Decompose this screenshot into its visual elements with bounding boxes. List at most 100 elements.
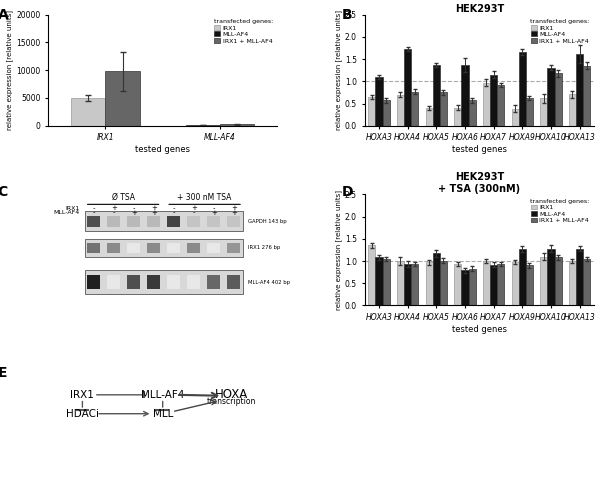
X-axis label: tested genes: tested genes: [452, 145, 507, 154]
Bar: [107, 216, 121, 226]
Text: GAPDH 143 bp: GAPDH 143 bp: [248, 219, 286, 224]
Bar: [376, 77, 383, 126]
Bar: [433, 65, 440, 126]
Bar: [207, 243, 220, 253]
X-axis label: tested genes: tested genes: [135, 145, 190, 154]
Bar: [376, 258, 383, 305]
Bar: [147, 216, 160, 226]
Legend: IRX1, MLL-AF4, IRX1 + MLL-AF4: IRX1, MLL-AF4, IRX1 + MLL-AF4: [529, 18, 591, 45]
Bar: [461, 65, 469, 126]
Text: IRX1 276 bp: IRX1 276 bp: [248, 245, 280, 250]
Title: HEK293T: HEK293T: [455, 4, 504, 14]
Text: MLL-AF4: MLL-AF4: [141, 390, 184, 400]
Text: +: +: [231, 210, 237, 216]
Bar: [383, 101, 389, 126]
Text: +: +: [151, 210, 157, 216]
Text: MLL-AF4: MLL-AF4: [54, 210, 80, 215]
Text: HDACi: HDACi: [66, 409, 99, 419]
Bar: [397, 261, 404, 305]
Text: -: -: [173, 210, 175, 216]
Bar: [383, 259, 389, 305]
Bar: [368, 97, 376, 126]
Bar: [127, 216, 140, 226]
Bar: [469, 101, 476, 126]
Text: E: E: [0, 366, 7, 381]
Bar: [433, 253, 440, 305]
Text: -: -: [193, 210, 195, 216]
Bar: [490, 264, 497, 305]
Bar: [88, 216, 100, 226]
Bar: [368, 245, 376, 305]
Bar: [540, 98, 547, 126]
Bar: [519, 52, 526, 126]
Text: -: -: [133, 205, 135, 211]
Text: +: +: [191, 205, 197, 211]
Bar: [107, 243, 121, 253]
Bar: [88, 243, 100, 253]
Bar: [227, 216, 241, 226]
Text: MLL-AF4 402 bp: MLL-AF4 402 bp: [248, 280, 290, 285]
Text: D: D: [341, 185, 353, 200]
Bar: [547, 67, 554, 126]
Bar: [576, 54, 583, 126]
Bar: [411, 264, 418, 305]
Text: -: -: [113, 210, 115, 216]
Bar: [583, 259, 590, 305]
Bar: [440, 261, 447, 305]
Y-axis label: relative expression [relative units]: relative expression [relative units]: [335, 10, 342, 130]
Text: -: -: [92, 210, 95, 216]
Bar: [127, 243, 140, 253]
Bar: [187, 275, 200, 289]
Bar: [425, 263, 433, 305]
Bar: [526, 265, 533, 305]
Bar: [540, 257, 547, 305]
Bar: [207, 275, 220, 289]
Bar: [576, 248, 583, 305]
Bar: [490, 75, 497, 126]
Bar: [440, 92, 447, 126]
Bar: [167, 216, 181, 226]
Bar: [167, 275, 181, 289]
Bar: [227, 275, 241, 289]
Bar: [106, 71, 140, 126]
Text: +: +: [131, 210, 137, 216]
Text: +: +: [111, 205, 117, 211]
Bar: [107, 275, 121, 289]
Bar: [497, 264, 505, 305]
Bar: [397, 95, 404, 126]
Bar: [512, 262, 519, 305]
Bar: [497, 85, 505, 126]
Bar: [187, 216, 200, 226]
Text: +: +: [231, 205, 237, 211]
Bar: [85, 211, 243, 231]
Text: -: -: [92, 205, 95, 211]
Bar: [454, 107, 461, 126]
Bar: [519, 249, 526, 305]
Text: A: A: [0, 8, 8, 22]
Bar: [187, 243, 200, 253]
Y-axis label: relative expression [relative units]: relative expression [relative units]: [335, 190, 342, 310]
Bar: [185, 125, 220, 126]
Text: B: B: [341, 8, 352, 22]
Bar: [220, 124, 254, 126]
Bar: [85, 239, 243, 257]
Text: IRX1: IRX1: [66, 206, 80, 211]
Legend: IRX1, MLL-AF4, IRX1 + MLL-AF4: IRX1, MLL-AF4, IRX1 + MLL-AF4: [212, 18, 274, 45]
Bar: [404, 264, 411, 305]
Bar: [207, 216, 220, 226]
Text: Ø TSA: Ø TSA: [112, 193, 134, 202]
Bar: [569, 261, 576, 305]
Bar: [227, 243, 241, 253]
Bar: [425, 108, 433, 126]
Legend: IRX1, MLL-AF4, IRX1 + MLL-AF4: IRX1, MLL-AF4, IRX1 + MLL-AF4: [529, 198, 591, 224]
X-axis label: tested genes: tested genes: [452, 325, 507, 334]
Text: transcription: transcription: [207, 397, 256, 407]
Text: HOXA: HOXA: [215, 388, 248, 401]
Text: MLL: MLL: [152, 409, 173, 419]
Bar: [483, 261, 490, 305]
Bar: [547, 248, 554, 305]
Text: + 300 nM TSA: + 300 nM TSA: [178, 193, 232, 202]
Bar: [127, 275, 140, 289]
Bar: [512, 109, 519, 126]
Bar: [404, 49, 411, 126]
